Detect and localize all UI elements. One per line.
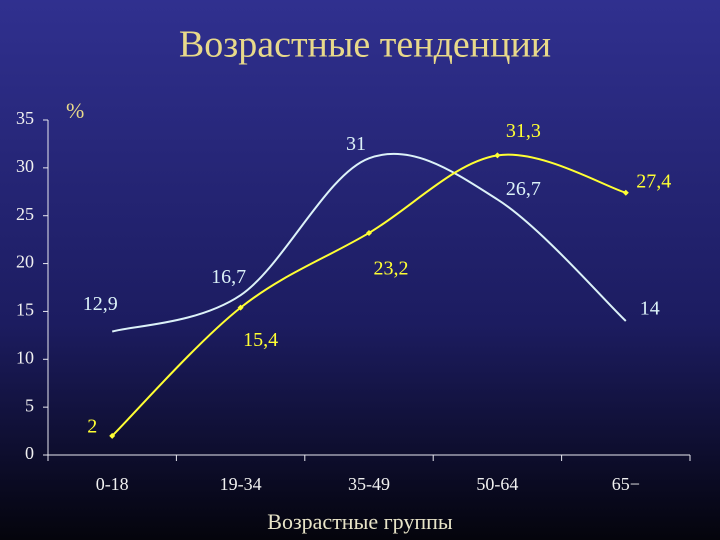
x-tick-label: 19-34 <box>220 474 262 494</box>
marker <box>109 432 116 439</box>
y-tick-label: 15 <box>16 300 34 320</box>
y-tick-label: 35 <box>16 108 34 128</box>
x-tick-label: 65− <box>612 474 640 494</box>
data-label: 14 <box>640 298 660 320</box>
data-label: 12,9 <box>83 293 118 315</box>
data-label: 27,4 <box>636 170 671 192</box>
y-tick-label: 5 <box>25 395 34 415</box>
y-tick-label: 20 <box>16 252 34 272</box>
x-axis-label: Возрастные группы <box>267 509 453 534</box>
marker <box>237 304 244 311</box>
x-tick-label: 0-18 <box>96 474 129 494</box>
marker <box>366 229 372 236</box>
data-label: 16,7 <box>211 266 246 288</box>
data-label: 31,3 <box>506 120 541 142</box>
y-tick-label: 10 <box>16 347 34 367</box>
data-label: 26,7 <box>506 178 541 200</box>
data-label: 15,4 <box>243 329 278 351</box>
marker <box>494 152 501 159</box>
data-label: 31 <box>346 133 366 155</box>
y-axis-label: % <box>66 98 84 123</box>
marker <box>622 189 629 196</box>
chart-title: Возрастные тенденции <box>179 24 551 66</box>
line <box>111 152 627 333</box>
data-label: 2 <box>87 415 97 437</box>
y-tick-label: 30 <box>16 156 34 176</box>
x-tick-label: 35-49 <box>348 474 390 494</box>
data-label: 23,2 <box>374 258 409 280</box>
x-tick-label: 50-64 <box>476 474 518 494</box>
y-tick-label: 0 <box>25 443 34 463</box>
y-tick-label: 25 <box>16 204 34 224</box>
